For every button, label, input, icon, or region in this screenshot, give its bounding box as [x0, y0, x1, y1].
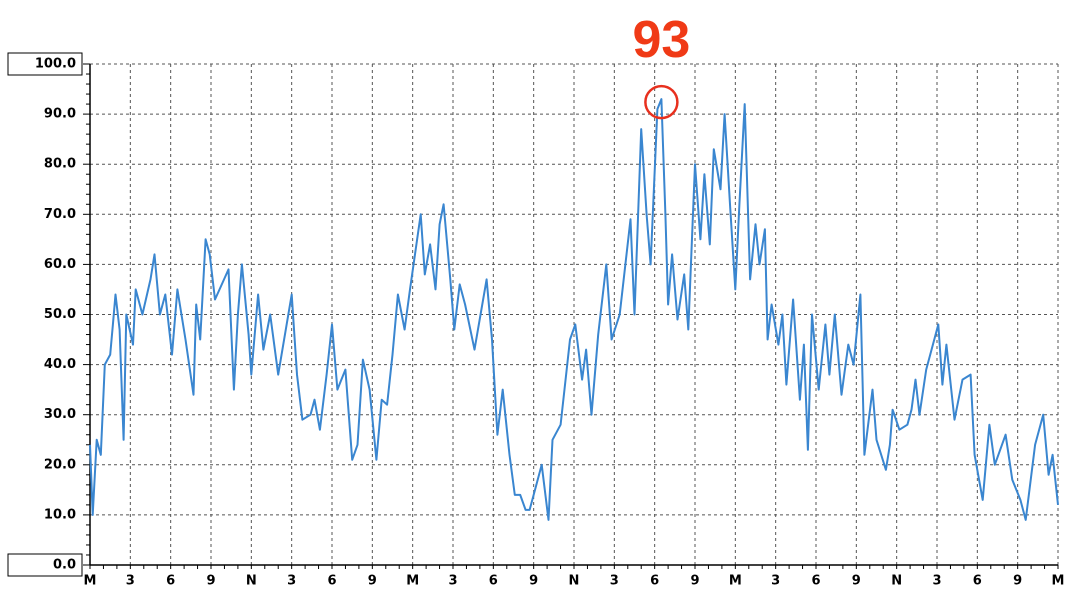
y-tick-label: 40.0	[44, 357, 76, 372]
x-tick-label: 9	[368, 574, 377, 589]
x-tick-label: 3	[287, 574, 296, 589]
x-tick-label: 6	[166, 574, 175, 589]
x-tick-label: 9	[529, 574, 538, 589]
plot: 93	[89, 9, 1059, 521]
y-tick-label: 60.0	[44, 257, 76, 272]
series-line	[89, 98, 1059, 521]
x-tick-label: 3	[448, 574, 457, 589]
x-tick-label: 3	[932, 574, 941, 589]
x-tick-label: 9	[852, 574, 861, 589]
x-tick-label: 3	[771, 574, 780, 589]
annotation: 93	[632, 11, 690, 69]
x-tick-label: 6	[973, 574, 982, 589]
x-tick-label: N	[569, 574, 580, 589]
x-tick-label: 9	[206, 574, 215, 589]
y-tick-label: 30.0	[44, 407, 76, 422]
x-tick-label: 3	[126, 574, 135, 589]
x-tick-label: 6	[327, 574, 336, 589]
y-tick-label: 80.0	[44, 157, 76, 172]
x-tick-label: 6	[811, 574, 820, 589]
x-tick-label: N	[891, 574, 902, 589]
y-tick-label: 10.0	[44, 507, 76, 522]
x-tick-label: M	[1052, 574, 1065, 589]
x-tick-label: M	[406, 574, 419, 589]
tick-box	[7, 553, 83, 577]
grid: 0.0 10.0 20.0 30.0 40.0 50.0 60.0 70.0 80.0 90.0 1…	[7, 52, 1065, 589]
tick-box	[7, 52, 83, 76]
x-tick-label: N	[246, 574, 257, 589]
y-tick-label: 70.0	[44, 207, 76, 222]
x-tick-label: 6	[489, 574, 498, 589]
y-tick-label: 100.0	[35, 57, 76, 72]
x-tick-label: 9	[690, 574, 699, 589]
annotation-circle	[644, 84, 679, 120]
y-tick-label: 90.0	[44, 107, 76, 122]
x-tick-label: M	[729, 574, 742, 589]
x-tick-label: 9	[1013, 574, 1022, 589]
y-tick-label: 50.0	[44, 307, 76, 322]
x-tick-label: M	[84, 574, 97, 589]
x-tick-label: 6	[650, 574, 659, 589]
y-tick-label: 0.0	[53, 558, 76, 573]
x-tick-label: 3	[610, 574, 619, 589]
y-tick-label: 20.0	[44, 457, 76, 472]
